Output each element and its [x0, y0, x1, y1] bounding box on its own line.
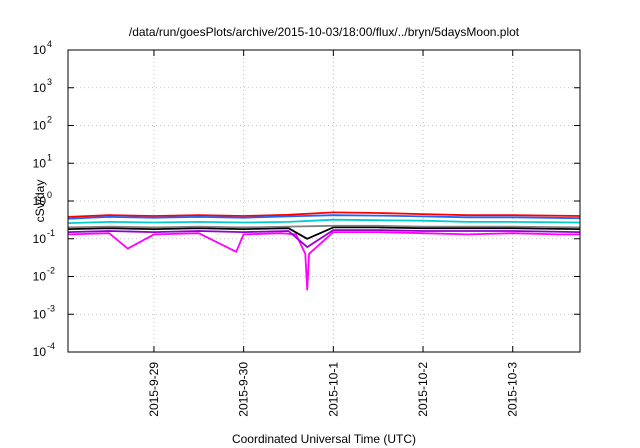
series-line-6	[67, 211, 581, 218]
x-axis-label: Coordinated Universal Time (UTC)	[232, 432, 416, 446]
y-tick-exponent: 2	[47, 115, 52, 125]
x-axis: 2015-9-29 2015-9-30 2015-10-1 2015-10-2 2015…	[147, 50, 520, 417]
y-tick-exponent: 0	[47, 190, 52, 200]
y-tick-label: 10	[33, 43, 47, 57]
y-tick-exponent: 1	[47, 152, 52, 162]
y-tick-label: 10	[33, 345, 47, 359]
y-tick-label: 10	[33, 270, 47, 284]
chart-title: /data/run/goesPlots/archive/2015-10-03/1…	[129, 25, 520, 39]
y-axis-label: cSv/day	[33, 180, 47, 223]
series-line-1	[67, 231, 580, 291]
y-tick-label: 10	[33, 194, 47, 208]
y-tick-exponent: 4	[47, 39, 52, 49]
x-tick-label: 2015-10-3	[506, 362, 520, 417]
series-layer	[67, 211, 581, 291]
series-line-5	[67, 218, 581, 224]
series-line-2	[67, 229, 581, 249]
y-tick-label: 10	[33, 307, 47, 321]
y-tick-exponent: -2	[47, 266, 55, 276]
series-line-4	[67, 224, 581, 229]
series-line-3	[67, 226, 581, 240]
y-tick-exponent: -4	[47, 341, 55, 351]
y-tick-label: 10	[33, 119, 47, 133]
series-line-7	[67, 214, 581, 220]
grid	[68, 50, 580, 352]
y-tick-exponent: -3	[47, 303, 55, 313]
y-tick-exponent: 3	[47, 77, 52, 87]
y-tick-label: 10	[33, 81, 47, 95]
x-tick-label: 2015-9-29	[147, 362, 161, 417]
y-tick-label: 10	[33, 156, 47, 170]
x-tick-label: 2015-10-1	[326, 362, 340, 417]
y-tick-label: 10	[33, 232, 47, 246]
x-tick-label: 2015-9-30	[237, 362, 251, 417]
x-tick-label: 2015-10-2	[416, 362, 430, 417]
y-tick-exponent: -1	[47, 228, 55, 238]
